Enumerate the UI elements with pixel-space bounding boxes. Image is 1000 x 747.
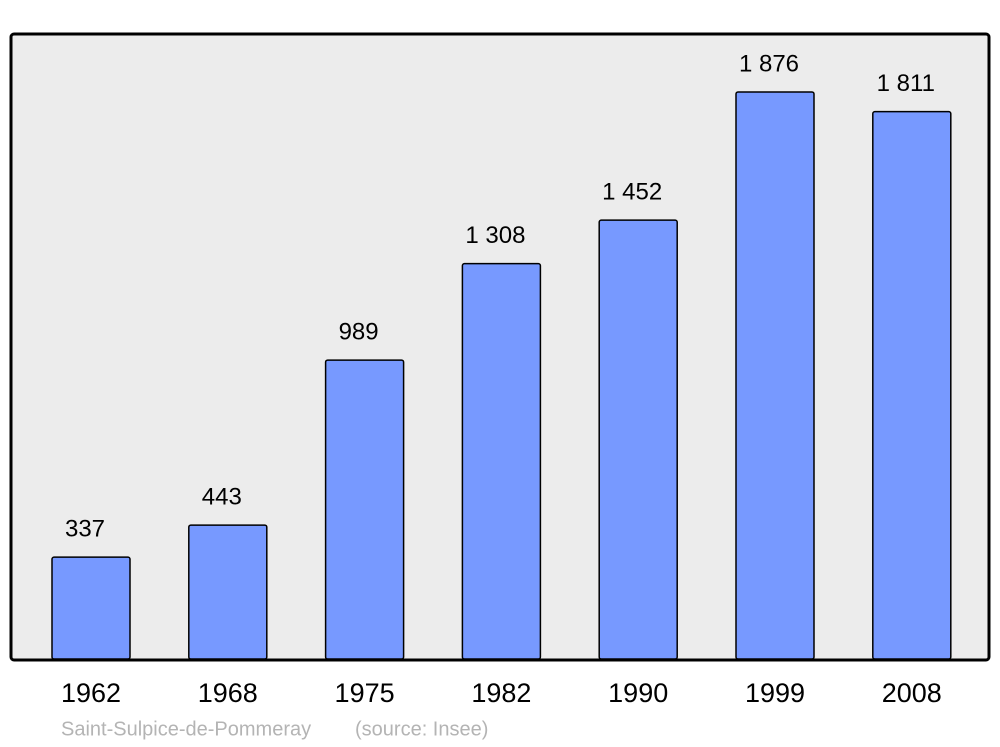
x-tick-label: 1962 bbox=[61, 678, 121, 708]
x-tick-label: 1968 bbox=[198, 678, 258, 708]
bar bbox=[872, 110, 952, 660]
bar bbox=[324, 359, 405, 660]
bar bbox=[188, 524, 268, 660]
x-tick-label: 1982 bbox=[471, 678, 531, 708]
value-label: 1 308 bbox=[465, 222, 525, 249]
bar bbox=[461, 262, 542, 660]
value-label: 443 bbox=[202, 483, 242, 510]
source: (source: Insee) bbox=[355, 718, 488, 740]
value-label: 1 811 bbox=[877, 70, 935, 97]
caption: Saint-Sulpice-de-Pommeray bbox=[61, 718, 311, 740]
x-tick-label: 2008 bbox=[882, 678, 942, 708]
value-label: 1 876 bbox=[739, 50, 799, 77]
bar bbox=[598, 219, 678, 660]
value-label: 337 bbox=[65, 515, 105, 542]
x-tick-label: 1999 bbox=[745, 678, 805, 708]
value-label: 1 452 bbox=[602, 178, 662, 205]
x-tick-label: 1975 bbox=[335, 678, 395, 708]
bar bbox=[735, 91, 815, 660]
bar bbox=[51, 556, 131, 660]
value-label: 989 bbox=[339, 318, 379, 345]
x-tick-label: 1990 bbox=[608, 678, 668, 708]
